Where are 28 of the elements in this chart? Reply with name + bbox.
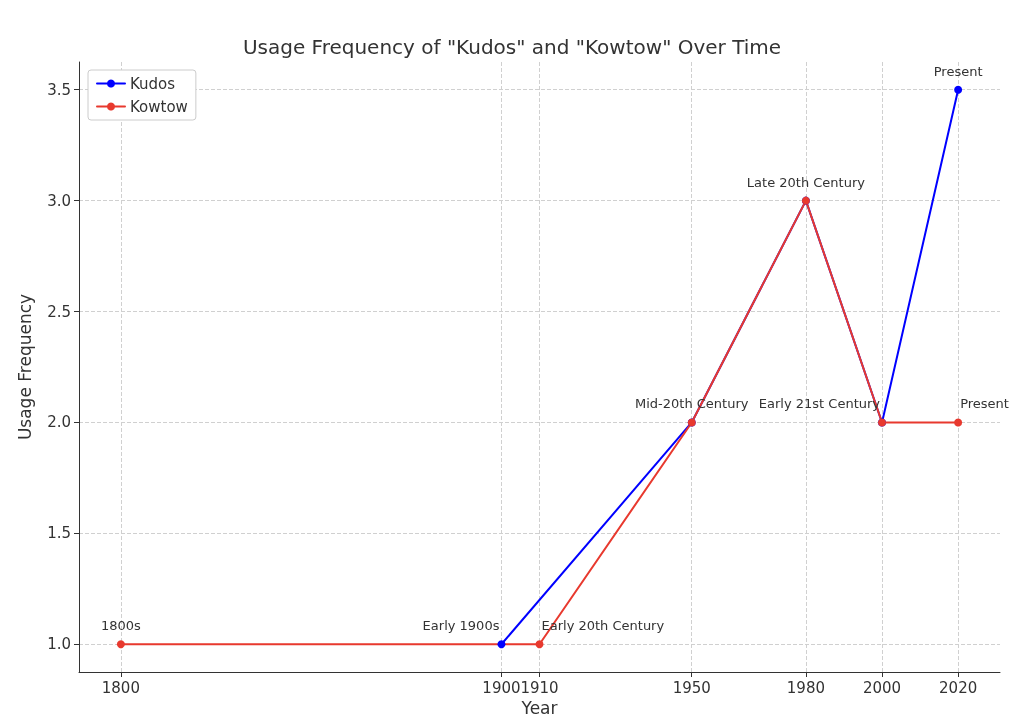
annotation: Present — [960, 396, 1009, 412]
point — [535, 640, 544, 649]
point — [954, 418, 963, 427]
x-tick-label: 1980 — [786, 678, 825, 697]
annotation: Early 1900s — [422, 618, 500, 634]
y-axis-title: Usage Frequency — [14, 293, 35, 441]
x-tick-label: 2000 — [862, 678, 902, 697]
x-tick-label: 1910 — [520, 678, 559, 697]
y-tick-label: 1.5 — [47, 524, 71, 543]
x-axis-title: Year — [520, 698, 558, 719]
annotation: 1800s — [100, 618, 142, 634]
y-tick-label: 3.5 — [47, 80, 71, 99]
y-tick-label: 2.5 — [47, 302, 71, 321]
annotation: Late 20th Century — [746, 174, 866, 190]
y-tick-label: 2.0 — [47, 413, 71, 432]
x-tick-label: 1900 — [482, 678, 521, 697]
annotation: Present — [933, 63, 983, 79]
chart-title: Usage Frequency of "Kudos" and "Kowtow" Over Time — [242, 35, 782, 59]
point — [116, 640, 125, 649]
x-tick-label: 1950 — [672, 678, 711, 697]
y-tick-label: 3.0 — [47, 191, 71, 210]
point — [954, 85, 963, 94]
y-tick-label: 1.0 — [47, 635, 71, 654]
x-tick-label: 1800 — [101, 678, 140, 697]
legend-label: Kudos — [130, 74, 176, 93]
x-tick-label: 2020 — [939, 678, 978, 697]
legend-label: Kowtow — [130, 97, 188, 116]
point — [497, 640, 506, 649]
